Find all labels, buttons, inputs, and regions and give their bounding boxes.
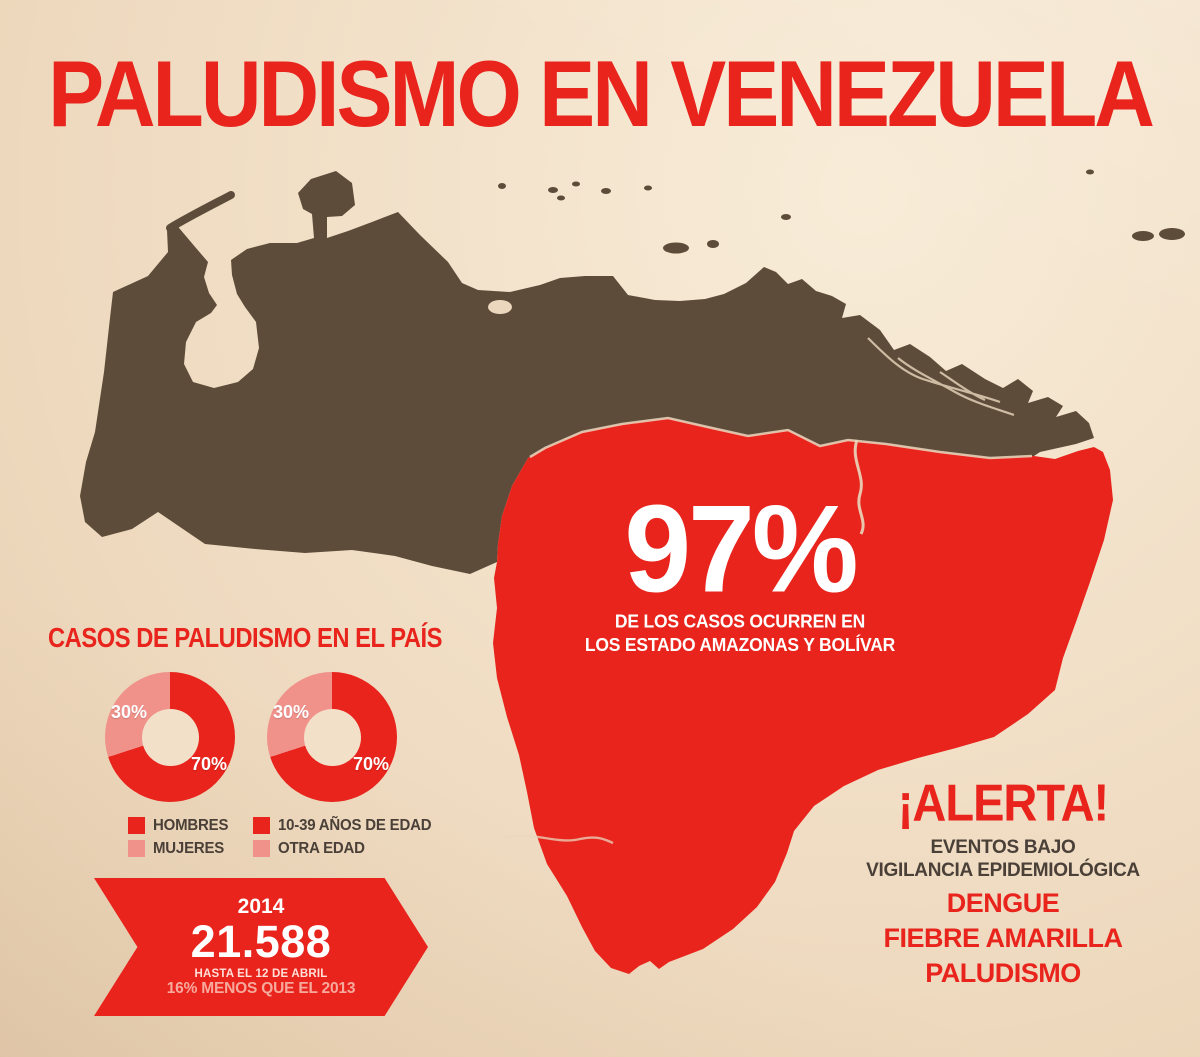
- alert-subtitle-line2: VIGILANCIA EPIDEMIOLÓGICA: [866, 859, 1140, 881]
- map-lake-valencia: [488, 300, 512, 314]
- alert-block: ¡ALERTA! EVENTOS BAJO VIGILANCIA EPIDEMI…: [840, 773, 1166, 991]
- map-guajira-hook: [166, 191, 235, 232]
- banner-note-date: HASTA EL 12 DE ABRIL: [194, 968, 328, 981]
- alert-disease-fiebre-amarilla: FIEBRE AMARILLA: [883, 923, 1123, 954]
- alert-diseases: DENGUE FIEBRE AMARILLA PALUDISMO: [840, 886, 1166, 991]
- stat-97-block: 97% DE LOS CASOS OCURREN EN LOS ESTADO A…: [552, 479, 928, 657]
- legend-label-mujeres: MUJERES: [153, 839, 225, 858]
- stat-97-caption: DE LOS CASOS OCURREN EN LOS ESTADO AMAZO…: [552, 611, 928, 657]
- map-delta-rivers: [867, 337, 1015, 417]
- legend-age-otra: OTRA EDAD: [253, 840, 431, 857]
- donut-age-label-30: 30%: [273, 702, 310, 722]
- alert-disease-paludismo: PALUDISMO: [925, 958, 1081, 989]
- legend-sex-mujeres: MUJERES: [128, 840, 228, 857]
- donut-chart-age: 30% 70%: [267, 672, 397, 802]
- legend-sex: HOMBRES MUJERES: [128, 817, 228, 857]
- legend-age-10-39: 10-39 AÑOS DE EDAD: [253, 816, 432, 835]
- alert-subtitle: EVENTOS BAJO VIGILANCIA EPIDEMIOLÓGICA: [840, 837, 1166, 882]
- page-title: PALUDISMO EN VENEZUELA: [48, 41, 1155, 147]
- map-orinoco-river: [529, 416, 1033, 460]
- legend-swatch-10-39: [253, 817, 270, 834]
- stat-97-caption-line2: LOS ESTADO AMAZONAS Y BOLÍVAR: [584, 633, 896, 655]
- legend-label-hombres: HOMBRES: [153, 816, 229, 835]
- map-region-dark: [80, 171, 1094, 574]
- map-caroni-river: [853, 439, 865, 535]
- map-amazonas-river: [502, 834, 614, 845]
- banner-total-cases: 21.588: [190, 915, 332, 967]
- year-total-banner: 2014 21.588 HASTA EL 12 DE ABRIL 16% MEN…: [94, 878, 428, 1016]
- legend-label-otra: OTRA EDAD: [278, 839, 365, 858]
- legend-swatch-otra: [253, 840, 270, 857]
- donut-chart-sex: 30% 70%: [105, 672, 235, 802]
- cases-section-heading: CASOS DE PALUDISMO EN EL PAÍS: [47, 622, 442, 654]
- alert-subtitle-line1: EVENTOS BAJO: [930, 837, 1076, 859]
- legend-sex-hombres: HOMBRES: [128, 817, 228, 834]
- stat-97-caption-line1: DE LOS CASOS OCURREN EN: [614, 610, 866, 632]
- stat-97-value: 97%: [624, 479, 858, 619]
- legend-age: 10-39 AÑOS DE EDAD OTRA EDAD: [253, 816, 432, 857]
- legend-swatch-mujeres: [128, 840, 145, 857]
- banner-note-compare: 16% MENOS QUE EL 2013: [166, 980, 356, 998]
- alert-title: ¡ALERTA!: [897, 773, 1109, 832]
- donut-sex-label-70: 70%: [191, 754, 228, 774]
- donut-sex-label-30: 30%: [111, 702, 148, 722]
- legend-label-10-39: 10-39 AÑOS DE EDAD: [278, 816, 432, 835]
- map-islands: [498, 169, 1185, 254]
- banner-year: 2014: [237, 894, 285, 918]
- alert-disease-dengue: DENGUE: [946, 888, 1060, 919]
- map-region-highlight: [493, 418, 1113, 974]
- donut-age-label-70: 70%: [353, 754, 390, 774]
- legend-swatch-hombres: [128, 817, 145, 834]
